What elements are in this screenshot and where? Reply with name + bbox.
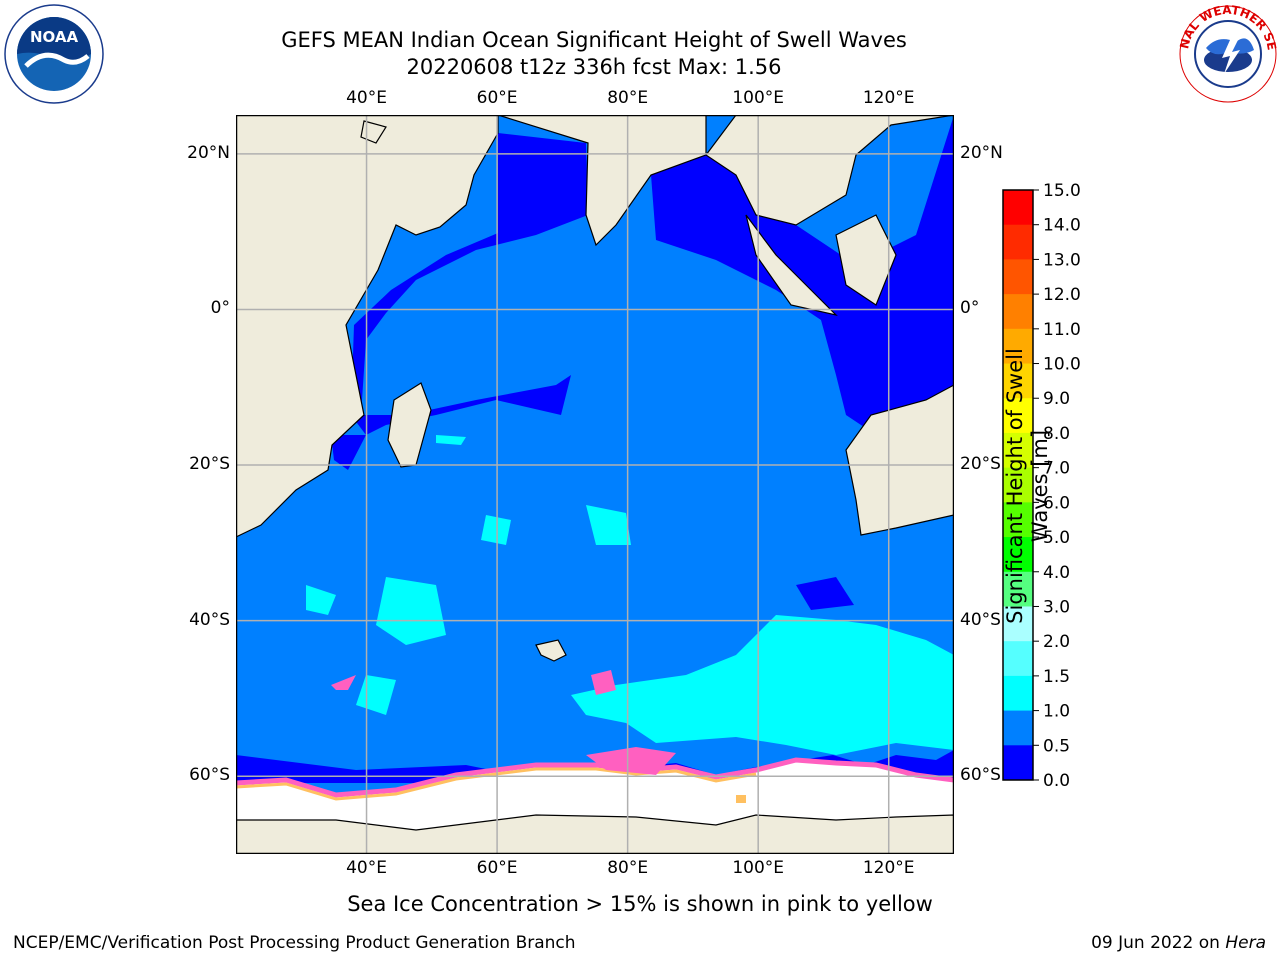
colorbar-swatch bbox=[1003, 571, 1033, 607]
colorbar-tick-label: 3.0 bbox=[1043, 597, 1070, 617]
colorbar-tick-label: 9.0 bbox=[1043, 389, 1070, 409]
lon-tick-label-top: 100°E bbox=[732, 88, 785, 108]
date-text: 09 Jun 2022 on bbox=[1091, 933, 1226, 953]
lon-tick-label-bottom: 40°E bbox=[346, 858, 387, 878]
lat-tick-label-right: 40°S bbox=[960, 609, 1001, 630]
map-svg bbox=[235, 114, 955, 855]
lon-tick-label-top: 80°E bbox=[607, 88, 649, 108]
land-borneo bbox=[835, 214, 897, 306]
noaa-logo-text: NOAA bbox=[30, 28, 79, 46]
land-masses bbox=[235, 114, 955, 855]
colorbar-swatch bbox=[1003, 294, 1033, 330]
lat-tick-label-left: 40°S bbox=[189, 609, 230, 630]
lon-tick-label-top: 120°E bbox=[862, 88, 915, 108]
swell-mid-regions bbox=[306, 435, 954, 755]
map-subtitle: 20220608 t12z 336h fcst Max: 1.56 bbox=[406, 55, 782, 79]
colorbar-tick-label: 11.0 bbox=[1043, 320, 1081, 340]
colorbar-tick-label: 2.0 bbox=[1043, 632, 1070, 652]
lon-tick-label-bottom: 120°E bbox=[862, 858, 915, 878]
lon-tick-label-top: 40°E bbox=[346, 88, 387, 108]
colorbar-tick-label: 10.0 bbox=[1043, 355, 1081, 375]
colorbar-swatch bbox=[1003, 502, 1033, 538]
map-frame bbox=[235, 114, 955, 855]
colorbar-tick-label: 13.0 bbox=[1043, 250, 1081, 270]
colorbar-swatch bbox=[1003, 190, 1033, 226]
nws-logo: NATIONAL WEATHER SERVICE bbox=[1173, 0, 1279, 104]
lat-tick-label-right: 60°S bbox=[960, 765, 1001, 786]
lon-tick-label-bottom: 100°E bbox=[732, 858, 785, 878]
colorbar-tick-label: 4.0 bbox=[1043, 563, 1070, 583]
colorbar-swatch bbox=[1003, 224, 1033, 260]
land-australia bbox=[845, 383, 955, 536]
colorbar-swatch bbox=[1003, 641, 1033, 677]
date-stamp: 09 Jun 2022 on Hera bbox=[1091, 933, 1266, 953]
colorbar-tick-label: 6.0 bbox=[1043, 493, 1070, 513]
colorbar: 15.0 14.0 13.0 12.0 11.0 10.0 9.0 8.0 7.0 6.0 5.0 4… bbox=[995, 180, 1145, 791]
colorbar-tick-label: 14.0 bbox=[1043, 216, 1081, 236]
colorbar-swatch bbox=[1003, 537, 1033, 573]
lon-tick-label-bottom: 60°E bbox=[476, 858, 518, 878]
lon-tick-label-bottom: 80°E bbox=[607, 858, 649, 878]
land-antarctica bbox=[235, 814, 955, 855]
colorbar-swatch bbox=[1003, 467, 1033, 503]
colorbar-swatch bbox=[1003, 675, 1033, 712]
map-panel bbox=[235, 114, 955, 855]
map-title: GEFS MEAN Indian Ocean Significant Heigh… bbox=[281, 28, 907, 52]
colorbar-label-line2: Waves [m] bbox=[1028, 429, 1052, 543]
lat-tick-label-left: 20°N bbox=[187, 142, 230, 163]
noaa-logo: NOAA bbox=[4, 4, 104, 104]
lon-tick-label-top: 60°E bbox=[476, 88, 518, 108]
colorbar-tick-label: 1.5 bbox=[1043, 667, 1070, 687]
lat-tick-label-right: 20°N bbox=[960, 142, 1003, 163]
colorbar-tick-label: 0.5 bbox=[1043, 736, 1070, 756]
colorbar-swatch bbox=[1003, 398, 1033, 434]
lat-tick-label-left: 20°S bbox=[189, 454, 230, 475]
lat-lon-grid bbox=[236, 115, 954, 854]
machine-name: Hera bbox=[1225, 933, 1266, 953]
colorbar-swatch bbox=[1003, 363, 1033, 399]
colorbar-swatch bbox=[1003, 328, 1033, 365]
land-india bbox=[497, 114, 707, 247]
lat-tick-label-left: 0° bbox=[210, 298, 230, 319]
colorbar-svg: 15.0 14.0 13.0 12.0 11.0 10.0 9.0 8.0 7.0 6.0 5.0 4… bbox=[1002, 181, 1081, 791]
colorbar-tick-label: 15.0 bbox=[1043, 181, 1081, 201]
lat-tick-label-right: 0° bbox=[960, 298, 980, 319]
sea-ice-note: Sea Ice Concentration > 15% is shown in … bbox=[347, 892, 933, 916]
lat-tick-label-left: 60°S bbox=[189, 765, 230, 786]
lat-tick-label-right: 20°S bbox=[960, 454, 1001, 475]
colorbar-tick-label: 8.0 bbox=[1043, 424, 1070, 444]
colorbar-tick-label: 0.0 bbox=[1043, 771, 1070, 790]
colorbar-label-line1: Significant Height of Swell bbox=[1003, 348, 1027, 624]
colorbar-tick-label: 12.0 bbox=[1043, 285, 1081, 305]
colorbar-swatch bbox=[1003, 432, 1033, 469]
colorbar-swatch bbox=[1003, 745, 1033, 781]
land-sumatra-malaya bbox=[745, 214, 838, 317]
colorbar-frame bbox=[1002, 189, 1034, 781]
colorbar-swatch bbox=[1003, 710, 1033, 746]
credit-text: NCEP/EMC/Verification Post Processing Pr… bbox=[13, 933, 576, 953]
colorbar-tick-label: 1.0 bbox=[1043, 702, 1070, 722]
colorbar-swatch bbox=[1003, 259, 1033, 295]
colorbar-swatch bbox=[1003, 606, 1033, 642]
colorbar-tick-label: 7.0 bbox=[1043, 459, 1070, 479]
land-kerguelen bbox=[535, 639, 567, 662]
land-africa-arabia bbox=[235, 114, 499, 538]
colorbar-tick-label: 5.0 bbox=[1043, 528, 1070, 548]
